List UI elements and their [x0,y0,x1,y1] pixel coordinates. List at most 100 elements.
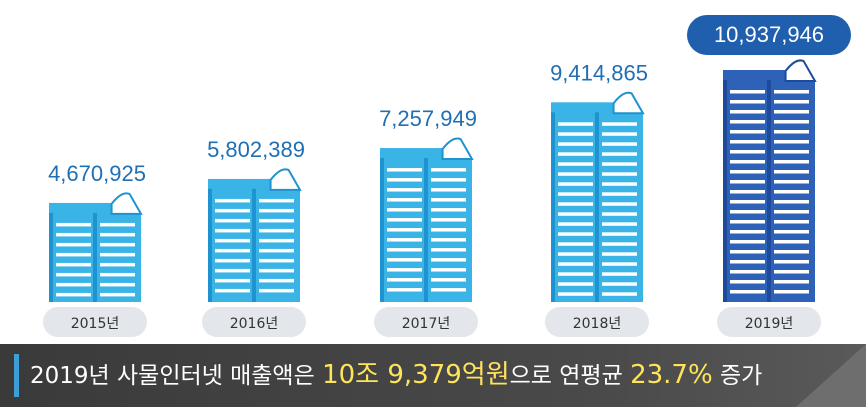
window-stripe [259,278,294,283]
window-stripe [56,262,91,267]
building-divider [424,158,428,302]
window-stripe [730,210,765,214]
window-stripe [774,220,809,224]
building-bar-5 [723,59,817,302]
window-stripe [431,238,466,242]
window-stripe [774,170,809,174]
window-stripe [730,270,765,274]
window-stripe [730,260,765,264]
window-stripe [259,228,294,233]
window-stripe [602,212,637,216]
building-top-cap [208,178,271,190]
window-stripe [730,140,765,144]
building-corner-fold [612,91,645,115]
window-stripe [602,132,637,136]
window-stripe [387,268,422,272]
window-stripe [558,232,593,236]
window-stripe [56,242,91,247]
window-stripe [431,178,466,182]
window-stripe [774,130,809,134]
window-stripe [730,170,765,174]
window-stripe [387,258,422,262]
window-stripe [774,120,809,124]
window-stripe [259,268,294,273]
window-stripe [56,282,91,287]
building-edge [551,112,555,302]
window-stripe [774,250,809,254]
window-stripe [431,268,466,272]
year-pill-4 [545,307,649,337]
window-stripe [774,280,809,284]
window-stripe [100,252,135,257]
window-stripe [774,180,809,184]
summary-prefix: 2019년 사물인터넷 매출액은 [30,363,323,389]
year-pill-2 [202,307,306,337]
building-bar-1 [49,192,143,302]
window-stripe [431,228,466,232]
window-stripe [774,230,809,234]
year-pill-5 [717,307,821,337]
window-stripe [774,100,809,104]
window-stripe [602,262,637,266]
building-divider [252,188,256,302]
window-stripe [558,162,593,166]
window-stripe [215,288,250,293]
window-stripe [387,288,422,292]
window-stripe [259,258,294,263]
value-label-2: 5,802,389 [207,137,305,162]
window-stripe [602,242,637,246]
window-stripe [774,270,809,274]
window-stripe [558,132,593,136]
building-edge [49,212,53,302]
year-label-2: 2016년 [230,316,279,332]
window-stripe [602,162,637,166]
window-stripe [730,180,765,184]
window-stripe [558,192,593,196]
window-stripe [558,212,593,216]
window-stripe [558,252,593,256]
building-bar-4 [551,91,645,302]
summary-corner-fold [796,344,866,407]
window-stripe [774,150,809,154]
window-stripe [730,150,765,154]
window-stripe [730,240,765,244]
window-stripe [387,228,422,232]
building-divider [767,80,771,302]
window-stripe [431,288,466,292]
building-bar-3 [380,137,474,302]
building-corner-fold [784,59,817,82]
window-stripe [602,292,637,296]
year-label-5: 2019년 [745,316,794,332]
year-pill-1 [43,307,147,337]
window-stripe [558,172,593,176]
window-stripe [558,152,593,156]
window-stripe [558,282,593,286]
window-stripe [774,110,809,114]
window-stripe [558,222,593,226]
window-stripe [730,130,765,134]
window-stripe [215,248,250,253]
window-stripe [387,198,422,202]
window-stripe [730,250,765,254]
window-stripe [602,172,637,176]
window-stripe [730,190,765,194]
window-stripe [558,272,593,276]
window-stripe [730,220,765,224]
window-stripe [730,90,765,94]
window-stripe [558,262,593,266]
window-stripe [215,258,250,263]
window-stripe [774,190,809,194]
window-stripe [602,202,637,206]
value-label-1: 4,670,925 [48,161,146,186]
year-label-3: 2017년 [402,316,451,332]
window-stripe [602,142,637,146]
window-stripe [774,140,809,144]
year-pill-3 [374,307,478,337]
value-label-3: 7,257,949 [379,106,477,131]
window-stripe [602,282,637,286]
window-stripe [602,222,637,226]
building-edge [723,80,727,302]
building-divider [93,212,97,302]
window-stripe [774,90,809,94]
year-label-4: 2018년 [573,316,622,332]
